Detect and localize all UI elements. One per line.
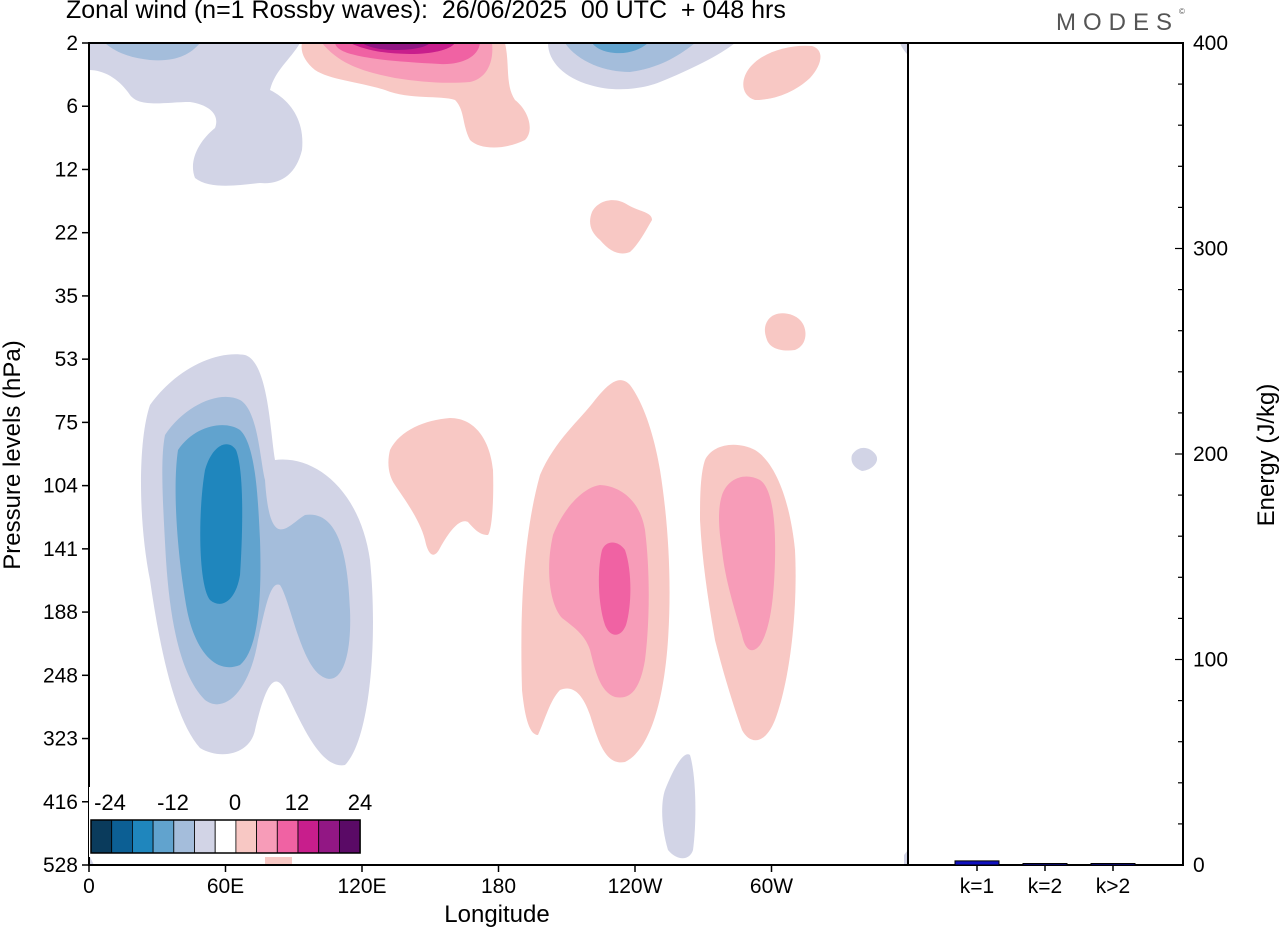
y-tick-label: 6	[66, 95, 78, 118]
contour-pos-25-top	[362, 43, 430, 50]
y-tick-label: 528	[43, 854, 78, 877]
contour-neg-5-smallblob	[851, 447, 878, 471]
colorbar-label: 12	[285, 790, 309, 815]
x-tick-label: 60E	[207, 875, 244, 898]
colorbar-swatch	[90, 819, 113, 854]
energy-axis: 0 100 200 300 400	[1175, 32, 1228, 877]
colorbar-swatch	[214, 819, 237, 854]
y-tick-label: 2	[66, 32, 78, 55]
energy-tick-label: 300	[1193, 238, 1228, 261]
contour-neg-20-left	[200, 444, 243, 604]
colorbar-label: -24	[94, 790, 126, 815]
colorbar: -24 -12 0 12 24	[89, 787, 381, 857]
colorbar-swatch	[256, 819, 278, 854]
brand-name: MODES	[1056, 9, 1180, 36]
colorbar-swatch	[152, 819, 175, 854]
energy-bar	[1022, 863, 1068, 866]
colorbar-swatch	[235, 819, 257, 854]
colorbar-swatch	[318, 819, 340, 854]
chart-title: Zonal wind (n=1 Rossby waves): 26/06/202…	[66, 0, 786, 24]
energy-bar	[954, 860, 1000, 866]
y-axis-label: Pressure levels (hPa)	[0, 340, 26, 569]
y-tick-label: 35	[55, 285, 78, 308]
modes-logo: MODES©	[1056, 7, 1185, 37]
contour-neg-5-topleft	[89, 43, 303, 186]
contour-pos-5-topright	[743, 45, 821, 100]
energy-axis-label: Energy (J/kg)	[1253, 384, 1280, 527]
energy-tick-label: 200	[1193, 443, 1228, 466]
colorbar-label: 24	[348, 790, 372, 815]
bar-category-label: k=2	[1028, 875, 1062, 898]
contour-neg-10-topcenter	[565, 43, 695, 72]
contour-pos-10-60w	[719, 476, 776, 651]
y-tick-label: 248	[43, 664, 78, 687]
colorbar-swatch	[131, 819, 154, 854]
colorbar-labels: -24 -12 0 12 24	[94, 790, 372, 815]
x-tick-label: 120E	[337, 875, 386, 898]
x-axis: 0 60E 120E 180 120W 60W	[83, 865, 793, 898]
contour-pos-5-180	[388, 418, 494, 555]
colorbar-swatch	[276, 819, 299, 854]
colorbar-label: -12	[157, 790, 189, 815]
colorbar-swatch	[111, 819, 133, 854]
y-axis: 2 6 12 22 35 53 75 104 141 188 248 323 416 528	[43, 32, 89, 877]
contour-neg-5-edge	[900, 43, 908, 55]
colorbar-swatch	[173, 819, 195, 854]
x-axis-label: Longitude	[444, 901, 549, 928]
contour-pos-15-120w	[598, 542, 631, 635]
y-tick-label: 416	[43, 791, 78, 814]
x-tick-label: 0	[83, 875, 95, 898]
energy-tick-label: 0	[1193, 854, 1205, 877]
colorbar-swatch	[297, 819, 320, 854]
y-tick-label: 12	[55, 158, 78, 181]
y-tick-label: 104	[43, 475, 78, 498]
y-tick-label: 75	[55, 411, 78, 434]
contour-neg-5-bottom	[662, 754, 696, 859]
colorbar-frame	[90, 819, 361, 854]
energy-tick-label: 400	[1193, 32, 1228, 55]
energy-bar	[1090, 863, 1136, 866]
x-tick-label: 60W	[750, 875, 793, 898]
colorbar-swatch	[338, 819, 361, 854]
contour-pos-10-120w	[549, 485, 649, 698]
y-tick-label: 141	[43, 538, 78, 561]
contour-pos-5-small2	[764, 313, 806, 351]
colorbar-label: 0	[229, 790, 241, 815]
copyright-mark: ©	[1179, 7, 1185, 16]
x-tick-label: 120W	[608, 875, 663, 898]
bar-category-label: k=1	[960, 875, 994, 898]
x-tick-label: 180	[481, 875, 516, 898]
plot-frame-right	[907, 42, 1184, 866]
bar-category-label: k>2	[1096, 875, 1130, 898]
colorbar-swatch	[194, 819, 216, 854]
contour-pos-5-mid	[590, 200, 652, 254]
energy-bars: k=1 k=2 k>2	[954, 860, 1136, 898]
y-tick-label: 53	[55, 348, 78, 371]
contour-neg-15-topcenter	[592, 43, 648, 54]
y-tick-label: 22	[55, 222, 78, 245]
energy-tick-label: 100	[1193, 649, 1228, 672]
contour-neg-10-topleft	[105, 43, 200, 61]
contour-field	[89, 43, 908, 865]
y-tick-label: 188	[43, 601, 78, 624]
y-tick-label: 323	[43, 728, 78, 751]
colorbar-swatches	[90, 819, 361, 854]
contour-neg-5-bottomedge	[89, 855, 94, 865]
